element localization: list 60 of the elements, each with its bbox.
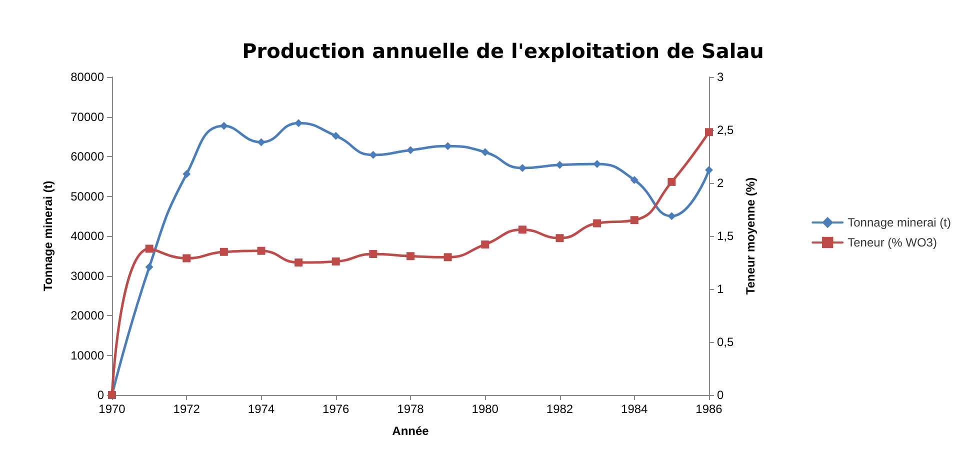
x-tick-label: 1982 (546, 402, 574, 416)
y-tick-label: 70000 (70, 110, 104, 124)
x-tick-label: 1970 (98, 402, 126, 416)
y-tick-label: 50000 (70, 189, 104, 204)
point (257, 138, 266, 146)
point (630, 176, 638, 184)
x-axis-title: Année (392, 424, 430, 438)
y-tick-label: 60000 (70, 150, 104, 164)
point (518, 226, 526, 234)
point (369, 150, 378, 159)
y2-tick-label: 1,5 (717, 229, 734, 243)
point (630, 216, 638, 224)
y2-tick-label: 2,5 (717, 123, 734, 137)
x-tick-label: 1986 (696, 402, 723, 416)
point (220, 248, 228, 256)
point (182, 254, 191, 262)
point (406, 252, 414, 260)
legend-label: Tonnage minerai (t) (848, 216, 952, 230)
point (481, 240, 490, 248)
x-tick-label: 1974 (248, 402, 275, 416)
point (556, 160, 564, 169)
y-tick-label: 30000 (70, 268, 104, 283)
legend-label: Teneur (% WO3) (848, 236, 937, 250)
point (145, 244, 154, 253)
point (369, 250, 378, 258)
y2-tick-label: 0 (717, 388, 724, 402)
x-tick-label: 1976 (322, 402, 350, 416)
chart-title: Production annuelle de l'exploitation de Salau (242, 39, 764, 63)
point (332, 132, 340, 140)
point (444, 142, 452, 150)
y-tick-label: 40000 (70, 229, 104, 243)
y-tick-label: 0 (97, 388, 104, 402)
point (556, 234, 564, 242)
point (332, 257, 340, 266)
y-tick-label: 20000 (70, 308, 104, 322)
point (444, 253, 452, 262)
y2-tick-label: 3 (717, 70, 724, 84)
point (145, 263, 154, 272)
point (257, 246, 266, 255)
x-tick-label: 1980 (472, 402, 499, 416)
point (668, 212, 676, 220)
y-tick-label: 80000 (70, 70, 104, 84)
y2-tick-label: 2 (717, 176, 724, 190)
point (182, 170, 191, 178)
point (220, 122, 228, 130)
x-tick-label: 1978 (397, 402, 424, 416)
point (705, 166, 713, 174)
point (593, 219, 602, 228)
y-axis-title: Tonnage minerai (t) (41, 180, 55, 292)
x-tick-label: 1972 (173, 402, 200, 416)
point (294, 258, 303, 266)
y2-axis-title: Teneur moyenne (%) (744, 177, 758, 295)
y-tick-label: 10000 (70, 348, 104, 362)
x-tick-label: 1984 (621, 402, 648, 416)
point (668, 178, 676, 186)
point (406, 146, 414, 154)
y2-tick-label: 1 (717, 282, 724, 296)
y2-tick-label: 0,5 (717, 335, 734, 349)
point (481, 148, 490, 156)
point (705, 128, 713, 136)
